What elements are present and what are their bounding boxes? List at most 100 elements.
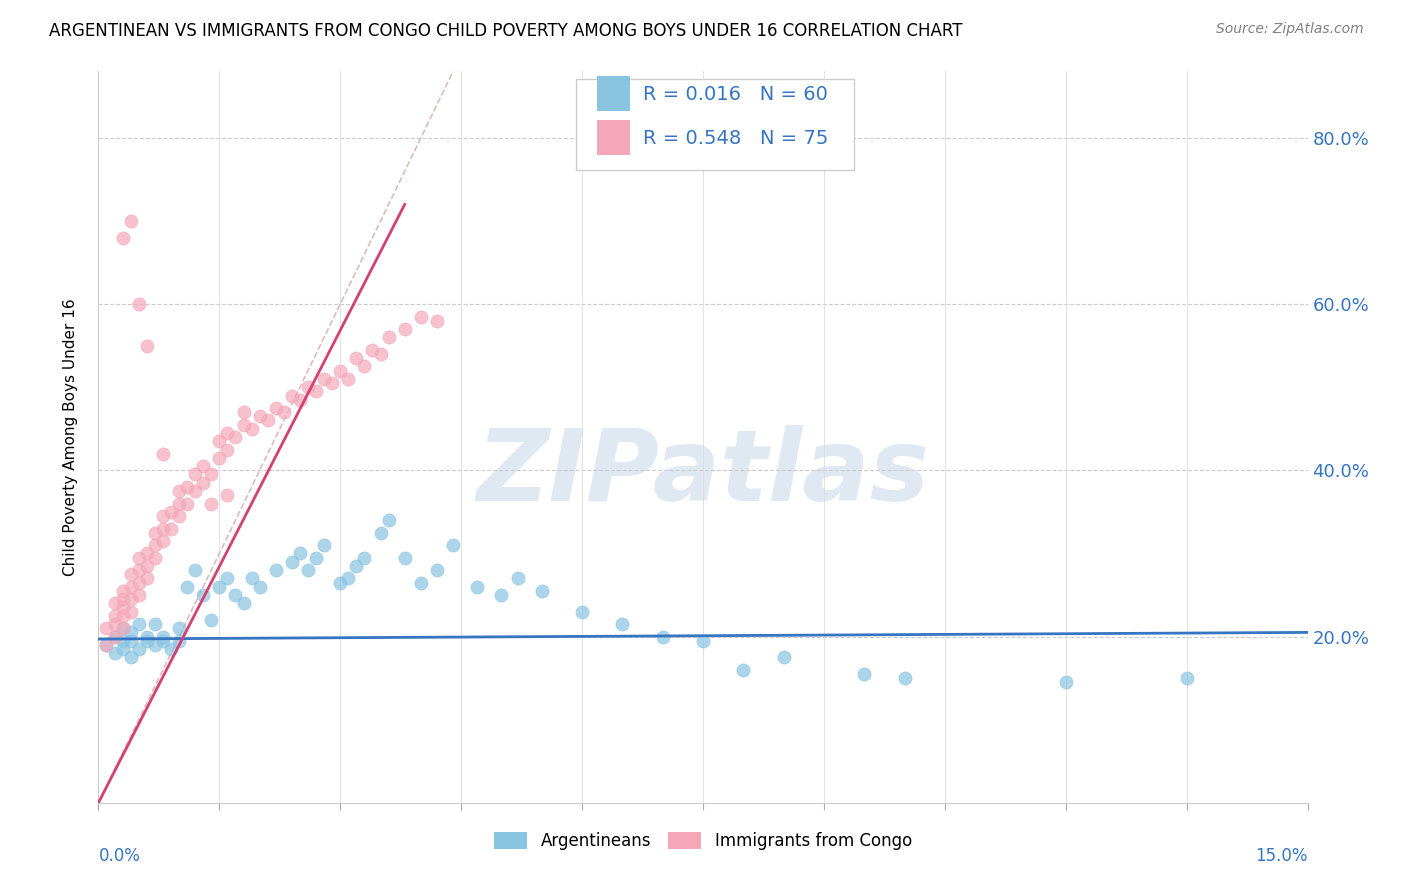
Point (1054, 675, 1077, 690)
Point (111, 642, 134, 657)
Point (128, 550, 150, 565)
Point (264, 563, 287, 577)
Point (111, 621, 134, 635)
Text: R = 0.548   N = 75: R = 0.548 N = 75 (643, 128, 828, 148)
Point (96, 638, 118, 652)
Point (128, 297, 150, 311)
Point (111, 633, 134, 648)
Point (184, 563, 207, 577)
Point (103, 630, 125, 644)
Point (167, 497, 190, 511)
Point (409, 575, 432, 590)
Point (135, 630, 157, 644)
Point (240, 571, 263, 585)
Point (176, 580, 198, 594)
Point (692, 633, 714, 648)
Point (264, 401, 287, 415)
Point (167, 484, 190, 499)
Point (103, 608, 125, 623)
Point (344, 558, 367, 573)
Point (288, 546, 311, 560)
Point (893, 671, 915, 685)
Point (249, 580, 271, 594)
Point (853, 667, 876, 681)
Point (200, 497, 222, 511)
Point (152, 509, 174, 524)
Point (353, 359, 375, 374)
Point (120, 580, 142, 594)
Point (409, 310, 432, 324)
Point (167, 509, 190, 524)
Point (305, 550, 328, 565)
Point (733, 663, 755, 677)
Point (281, 388, 304, 402)
Point (120, 625, 142, 640)
Point (377, 330, 399, 344)
Point (103, 596, 125, 610)
Point (120, 633, 142, 648)
Point (217, 442, 239, 457)
Point (314, 372, 336, 386)
Text: R = 0.016   N = 60: R = 0.016 N = 60 (643, 85, 827, 103)
Point (184, 484, 207, 499)
Point (128, 588, 150, 602)
Text: ARGENTINEAN VS IMMIGRANTS FROM CONGO CHILD POVERTY AMONG BOYS UNDER 16 CORRELATI: ARGENTINEAN VS IMMIGRANTS FROM CONGO CHI… (49, 22, 963, 40)
Y-axis label: Child Poverty Among Boys Under 16: Child Poverty Among Boys Under 16 (63, 298, 77, 576)
Point (651, 630, 673, 644)
Point (288, 392, 311, 407)
Point (273, 405, 295, 419)
Point (441, 538, 464, 552)
Point (111, 592, 134, 607)
Point (394, 322, 416, 336)
Point (96, 621, 118, 635)
Point (361, 343, 384, 357)
Point (314, 538, 336, 552)
Point (143, 550, 166, 565)
FancyBboxPatch shape (576, 78, 855, 170)
Point (200, 613, 222, 627)
Point (160, 521, 183, 535)
Point (193, 588, 215, 602)
Point (200, 467, 222, 482)
Point (394, 550, 416, 565)
Bar (596, 76, 630, 112)
Point (329, 575, 352, 590)
Point (128, 575, 150, 590)
Point (612, 617, 634, 632)
Point (120, 567, 142, 582)
Point (426, 314, 449, 328)
Point (135, 338, 157, 352)
Point (152, 533, 174, 548)
Point (329, 363, 352, 377)
Point (193, 459, 215, 474)
Point (167, 633, 190, 648)
Point (135, 546, 157, 560)
Point (128, 617, 150, 632)
Point (176, 497, 198, 511)
Point (143, 638, 166, 652)
Point (281, 555, 304, 569)
Point (232, 596, 254, 610)
Point (111, 621, 134, 635)
Legend: Argentineans, Immigrants from Congo: Argentineans, Immigrants from Congo (488, 825, 918, 856)
Point (240, 422, 263, 436)
Point (249, 409, 271, 424)
Point (184, 467, 207, 482)
Point (143, 617, 166, 632)
Point (128, 642, 150, 657)
Text: 0.0%: 0.0% (98, 847, 141, 864)
Point (530, 583, 553, 598)
Point (491, 588, 513, 602)
Point (152, 630, 174, 644)
Point (103, 646, 125, 660)
Text: 15.0%: 15.0% (1256, 847, 1308, 864)
Point (96, 638, 118, 652)
Point (135, 633, 157, 648)
Point (128, 563, 150, 577)
Point (208, 580, 231, 594)
Point (143, 525, 166, 540)
Point (152, 633, 174, 648)
Point (217, 425, 239, 440)
Point (111, 600, 134, 615)
Point (224, 430, 246, 444)
